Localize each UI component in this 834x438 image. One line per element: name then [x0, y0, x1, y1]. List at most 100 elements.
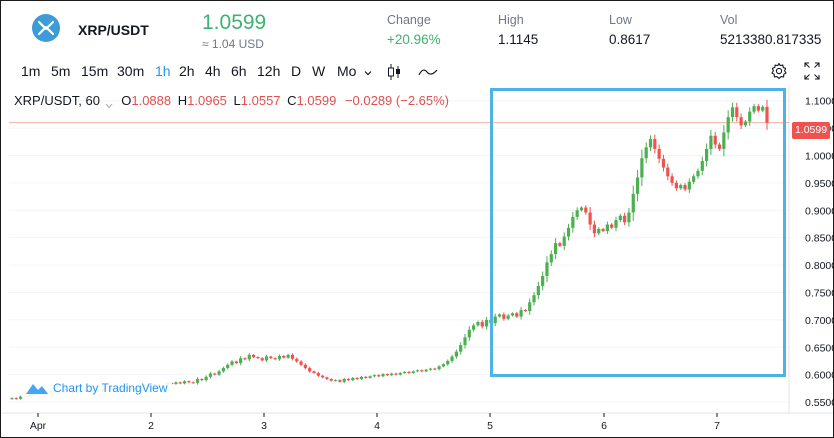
legend-close-label: C: [287, 93, 297, 108]
indicators-icon[interactable]: [418, 65, 438, 84]
candle-body: [260, 358, 264, 361]
usd-price: ≈ 1.04 USD: [202, 37, 264, 51]
candle-body: [623, 215, 627, 223]
chevron-down-icon[interactable]: [363, 65, 373, 83]
candle-body: [575, 210, 579, 217]
candle-body: [381, 374, 385, 377]
candle-body: [273, 358, 277, 360]
ohlc-legend: XRP/USDT, 60 O1.0888 H1.0965 L1.0557 C1.…: [14, 93, 449, 108]
candle-body: [446, 360, 450, 365]
timeframe-d[interactable]: D: [291, 63, 302, 79]
candle-body: [476, 322, 480, 326]
stat-vol: Vol 5213380.817335: [720, 13, 821, 47]
tradingview-watermark[interactable]: Chart by TradingView: [21, 378, 172, 398]
x-tick-label: 2: [148, 420, 154, 432]
candle-body: [515, 313, 519, 317]
timeframe-mo[interactable]: Mo: [337, 63, 357, 79]
legend-low-value: 1.0557: [240, 93, 281, 108]
timeframe-15m[interactable]: 15m: [81, 63, 109, 79]
candle-body: [713, 135, 717, 145]
stat-low: Low 0.8617: [609, 13, 650, 47]
candle-body: [683, 185, 687, 190]
candle-body: [321, 375, 325, 378]
candle-body: [506, 315, 510, 319]
x-tick-label: Apr: [30, 420, 47, 432]
candle-body: [687, 181, 691, 190]
candle-body: [226, 364, 230, 369]
candle-body: [743, 121, 748, 126]
timeframe-4h[interactable]: 4h: [205, 63, 221, 79]
candle-body: [351, 377, 355, 381]
candle-body: [316, 373, 320, 376]
last-price: 1.0599: [202, 11, 267, 34]
candle-body: [398, 373, 402, 375]
candle-body: [502, 314, 506, 319]
candle-body: [614, 220, 618, 228]
timeframe-w[interactable]: W: [312, 63, 326, 79]
candle-body: [338, 380, 342, 382]
legend-chevron-icon[interactable]: [104, 98, 114, 108]
candle-body: [472, 325, 476, 330]
candle-body: [308, 368, 312, 372]
candle-body: [394, 373, 398, 375]
candle-body: [661, 158, 666, 168]
timeframe-1h[interactable]: 1h: [155, 63, 171, 79]
y-tick-label: 1.1000: [805, 96, 833, 108]
candle-body: [566, 227, 571, 237]
stat-label: Vol: [720, 13, 738, 27]
timeframe-30m[interactable]: 30m: [117, 63, 145, 79]
candle-body: [191, 382, 195, 384]
candle-body: [221, 368, 225, 372]
fullscreen-icon[interactable]: [804, 62, 820, 85]
candle-body: [346, 379, 351, 381]
candle-body: [597, 228, 601, 234]
candle-body: [510, 313, 515, 316]
candle-body: [364, 376, 368, 378]
candle-body: [532, 295, 536, 303]
candlestick-type-icon[interactable]: [386, 63, 402, 86]
candle-body: [648, 139, 653, 148]
x-tick-label: 5: [487, 420, 493, 432]
candle-body: [234, 361, 238, 364]
candle-body: [403, 371, 407, 374]
stat-value: 1.1145: [498, 32, 539, 47]
candle-body: [303, 364, 307, 369]
candle-body: [571, 216, 575, 228]
candle-body: [385, 374, 389, 376]
timeframe-5m[interactable]: 5m: [51, 63, 71, 79]
candle-body: [635, 177, 640, 194]
x-tick-label: 6: [601, 420, 607, 432]
candle-body: [329, 379, 333, 381]
candle-body: [187, 381, 191, 383]
candle-body: [424, 369, 428, 372]
candle-body: [243, 358, 247, 360]
candle-body: [558, 243, 562, 246]
timeframe-12h[interactable]: 12h: [257, 63, 281, 79]
candle-body: [428, 368, 433, 370]
timeframe-2h[interactable]: 2h: [179, 63, 195, 79]
candle-body: [230, 361, 234, 365]
x-tick-label: 4: [374, 420, 380, 432]
candle-body: [252, 354, 256, 358]
legend-open-label: O: [121, 93, 132, 108]
stat-label: High: [498, 13, 524, 27]
candle-body: [459, 345, 463, 352]
candle-body: [679, 185, 683, 189]
timeframe-6h[interactable]: 6h: [231, 63, 247, 79]
candle-body: [312, 371, 316, 374]
ticker-header: XRP/USDT 1.0599 ≈ 1.04 USD Change +20.96…: [1, 1, 833, 57]
candle-body: [489, 319, 493, 324]
candle-body: [441, 364, 446, 367]
candle-body: [644, 147, 648, 159]
legend-change: −0.0289 (−2.65%): [344, 93, 450, 108]
stat-label: Low: [609, 13, 632, 27]
candle-body: [174, 382, 178, 384]
settings-gear-icon[interactable]: [770, 62, 788, 85]
timeframe-1m[interactable]: 1m: [21, 63, 41, 79]
candle-body: [433, 368, 437, 370]
